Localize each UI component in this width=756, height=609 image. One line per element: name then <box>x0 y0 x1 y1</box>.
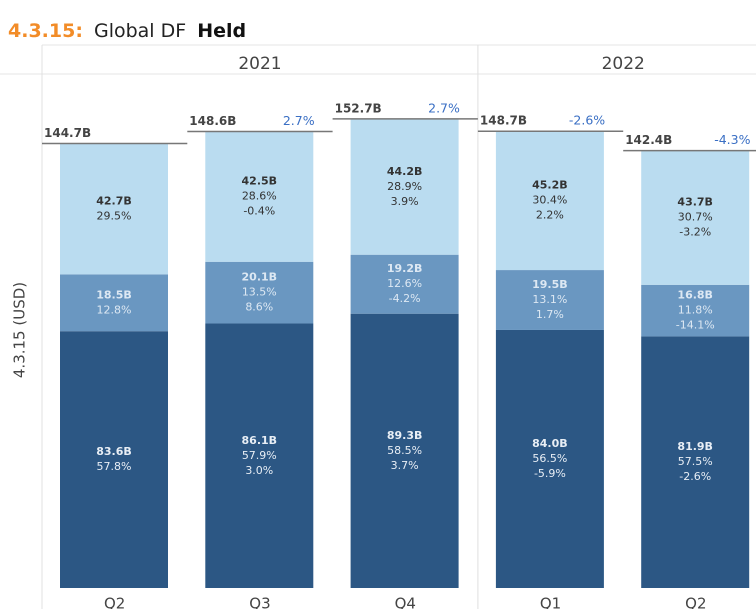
total-label: 148.7B <box>480 114 527 128</box>
title-prefix: 4.3.15: <box>8 20 83 42</box>
segment-label: 42.5B <box>242 174 278 187</box>
segment-label: 29.5% <box>97 209 132 222</box>
total-change-label: -2.6% <box>569 113 605 128</box>
segment-label: 42.7B <box>96 194 132 207</box>
bar-segment <box>205 261 314 324</box>
segment-label: -14.1% <box>676 319 715 332</box>
segment-label: -5.9% <box>534 467 566 480</box>
segment-label: 84.0B <box>532 437 568 450</box>
segment-label: 57.5% <box>678 455 713 468</box>
group-label: 2022 <box>602 54 645 74</box>
bar-segment <box>350 313 459 588</box>
bar-segment <box>60 274 168 332</box>
chart-title-group: 4.3.15: Global DF Held <box>8 20 246 42</box>
bar-segment <box>350 118 459 255</box>
segment-label: 28.6% <box>242 189 277 202</box>
bar-segment <box>495 270 604 330</box>
segment-label: 30.4% <box>532 194 567 207</box>
segment-label: 3.0% <box>245 464 273 477</box>
segment-label: 58.5% <box>387 444 422 457</box>
segment-label: 20.1B <box>242 271 278 284</box>
segment-label: 86.1B <box>242 434 278 447</box>
total-change-label: 2.7% <box>428 100 460 115</box>
x-tick-label: Q4 <box>395 595 416 609</box>
segment-label: 57.8% <box>97 460 132 473</box>
title-bold: Held <box>197 20 246 42</box>
bar-segment <box>205 323 314 588</box>
segment-label: 30.7% <box>678 211 713 224</box>
segment-label: 43.7B <box>677 196 713 209</box>
segment-label: 83.6B <box>96 445 132 458</box>
bar-segment <box>205 131 314 262</box>
segment-label: 28.9% <box>387 180 422 193</box>
group-label: 2021 <box>238 54 281 74</box>
bar-segment <box>641 150 750 285</box>
bar-segment <box>60 331 168 588</box>
bar-segment <box>350 254 459 314</box>
total-label: 148.6B <box>189 114 236 128</box>
segment-label: 8.6% <box>245 301 273 314</box>
segment-label: 45.2B <box>532 179 568 192</box>
segment-label: 18.5B <box>96 288 132 301</box>
bar-segment <box>495 329 604 588</box>
segment-label: 12.6% <box>387 277 422 290</box>
segment-label: -4.2% <box>389 292 421 305</box>
x-tick-label: Q3 <box>249 595 270 609</box>
segment-label: 81.9B <box>677 440 713 453</box>
total-label: 142.4B <box>625 133 672 147</box>
segment-label: 13.5% <box>242 286 277 299</box>
segment-label: -2.6% <box>679 470 711 483</box>
segment-label: 89.3B <box>387 429 423 442</box>
segment-label: 2.2% <box>536 209 564 222</box>
segment-label: 44.2B <box>387 165 423 178</box>
bar-segment <box>641 284 750 337</box>
bar-segment <box>495 131 604 271</box>
segment-label: 13.1% <box>532 293 567 306</box>
x-tick-label: Q1 <box>540 595 561 609</box>
segment-label: -3.2% <box>679 226 711 239</box>
bar-segment <box>641 336 750 588</box>
segment-label: 57.9% <box>242 449 277 462</box>
segment-label: 12.8% <box>97 303 132 316</box>
segment-label: 19.2B <box>387 262 423 275</box>
segment-label: 16.8B <box>677 289 713 302</box>
title: Global DF <box>94 20 186 42</box>
y-axis-label: 4.3.15 (USD) <box>11 282 29 378</box>
total-label: 144.7B <box>44 126 91 140</box>
segment-label: 19.5B <box>532 278 568 291</box>
segment-label: 11.8% <box>678 304 713 317</box>
segment-label: 3.9% <box>391 195 419 208</box>
x-tick-label: Q2 <box>685 595 706 609</box>
bar-segment <box>60 143 168 275</box>
x-tick-label: Q2 <box>104 595 125 609</box>
segment-label: 56.5% <box>532 452 567 465</box>
total-label: 152.7B <box>335 101 382 115</box>
segment-label: 1.7% <box>536 308 564 321</box>
total-change-label: 2.7% <box>283 113 315 128</box>
segment-label: 3.7% <box>391 459 419 472</box>
total-change-label: -4.3% <box>714 132 750 147</box>
segment-label: -0.4% <box>243 204 275 217</box>
